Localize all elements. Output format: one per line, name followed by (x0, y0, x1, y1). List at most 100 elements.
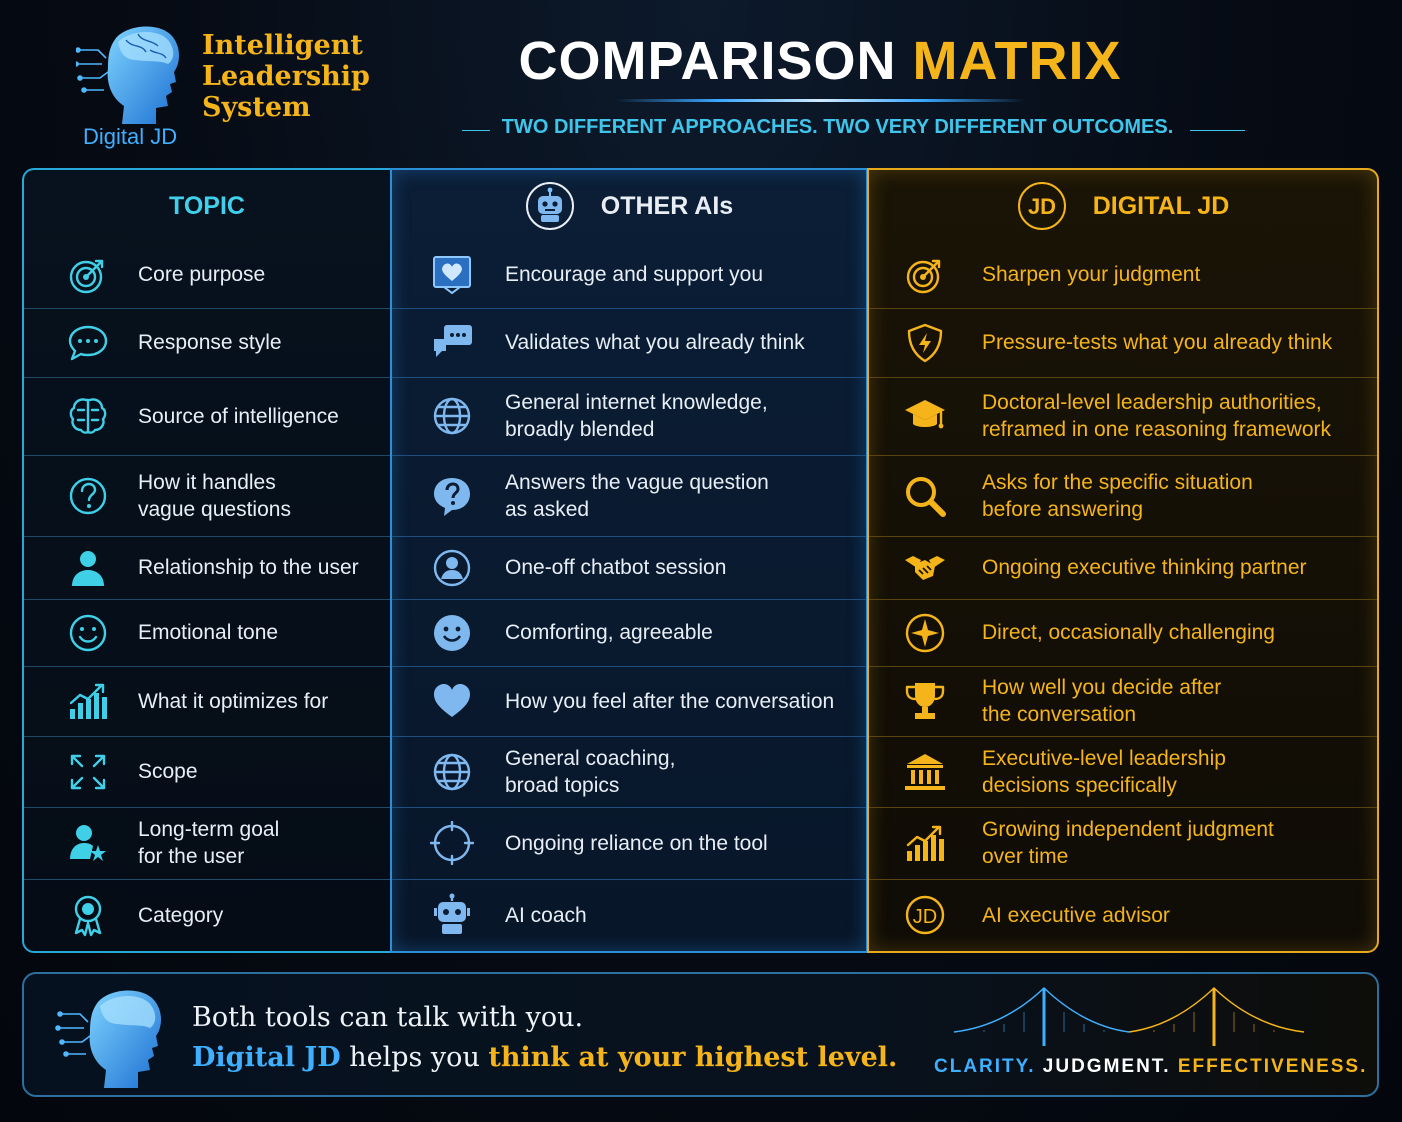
topic-cell-line: vague questions (138, 497, 291, 521)
other-ais-cell-line: General coaching, (505, 746, 676, 770)
row-divider (24, 736, 390, 737)
other-ais-cell-text: Comforting, agreeable (505, 619, 713, 646)
digital-jd-cell: Growing independent judgment over time (869, 807, 1377, 879)
other-ais-cell-text: How you feel after the conversation (505, 688, 834, 715)
other-ais-cell-text: Encourage and support you (505, 261, 763, 288)
digital-jd-cell: Asks for the specific situation before an… (869, 455, 1377, 536)
other-ais-cell-line: One-off chatbot session (505, 556, 727, 579)
motto-effectiveness: EFFECTIVENESS. (1177, 1056, 1368, 1077)
row-divider (392, 308, 866, 309)
row-divider (869, 736, 1377, 737)
topic-cell-text: Core purpose (138, 261, 265, 288)
digital-jd-cell-line: Executive-level leadership (982, 746, 1226, 770)
topic-cell-text: Scope (138, 758, 198, 785)
digital-jd-cell-line: before answering (982, 497, 1144, 521)
expand-arrows-icon (70, 754, 106, 789)
digital-jd-cell-line: Asks for the specific situation (982, 470, 1253, 494)
topic-cell-text: What it optimizes for (138, 688, 328, 715)
row-divider (392, 455, 866, 456)
header-other-ais-label: OTHER AIs (600, 191, 734, 220)
question-icon (69, 477, 107, 514)
row-divider (24, 308, 390, 309)
other-ais-cell-line: How you feel after the conversation (505, 689, 835, 713)
header-digital-jd-label: DIGITAL JD (1092, 191, 1230, 220)
user-circle-icon (433, 549, 471, 586)
header-other-ais: OTHER AIs (392, 172, 866, 240)
footer-line-2: Digital JD helps you think at your highe… (192, 1042, 897, 1073)
digital-jd-cell-text: Asks for the specific situation before an… (982, 469, 1253, 523)
row-divider (24, 536, 390, 537)
digital-jd-cell: Sharpen your judgment (869, 241, 1377, 308)
digital-jd-cell-text: Pressure-tests what you already think (982, 329, 1332, 356)
heart-icon (434, 684, 470, 717)
other-ais-cell-text: AI coach (505, 902, 587, 929)
magnifier-icon (906, 476, 946, 517)
subtitle-rule-left (462, 130, 490, 131)
topic-cell-line: Category (138, 903, 224, 927)
digital-jd-cell-line: How well you decide after (982, 676, 1222, 699)
motto-judgment: JUDGMENT. (1042, 1056, 1171, 1077)
other-ais-cell: One-off chatbot session (392, 536, 866, 599)
other-ais-cell: General coaching, broad topics (392, 736, 866, 807)
brand-logo: Intelligent Leadership System Digital JD (70, 20, 370, 155)
topic-cell-line: Source of intelligence (138, 404, 339, 428)
smile-face-icon (434, 614, 470, 651)
page-title: COMPARISON MATRIX (430, 30, 1210, 92)
topic-cell: Emotional tone (24, 599, 390, 666)
other-ais-cell-line: broad topics (505, 773, 620, 797)
digital-jd-cell: Doctoral-level leadership authorities, re… (869, 377, 1377, 455)
digital-jd-cell-line: the conversation (982, 703, 1137, 726)
digital-jd-cell-text: Sharpen your judgment (982, 261, 1200, 288)
other-ais-cell-text: One-off chatbot session (505, 554, 726, 581)
digital-jd-cell-line: Direct, occasionally challenging (982, 621, 1275, 644)
header-topic: TOPIC (169, 191, 245, 220)
topic-cell: What it optimizes for (24, 666, 390, 736)
other-ais-cell-line: Comforting, agreeable (505, 621, 713, 644)
row-divider (869, 455, 1377, 456)
jd-badge-icon: JD (905, 895, 945, 935)
globe-icon (433, 397, 471, 435)
row-divider (392, 536, 866, 537)
digital-jd-cell-text: Direct, occasionally challenging (982, 619, 1275, 646)
digital-jd-cell-line: decisions specifically (982, 773, 1177, 797)
brand-title-line-2: Leadership (202, 61, 370, 92)
title-underline-glow (615, 99, 1025, 102)
digital-head-icon (76, 26, 179, 124)
topic-cell-line: Relationship to the user (138, 556, 359, 579)
other-ais-cell-line: Validates what you already think (505, 331, 805, 354)
topic-cell-text: Category (138, 902, 223, 929)
digital-jd-cell-line: Pressure-tests what you already think (982, 331, 1333, 354)
topic-cell: Relationship to the user (24, 536, 390, 599)
question-bubble-icon (434, 477, 470, 516)
title-accent: MATRIX (912, 31, 1122, 91)
topic-cell-text: Emotional tone (138, 619, 278, 646)
topic-cell-line: Response style (138, 331, 282, 354)
topic-cell-text: How it handles vague questions (138, 469, 291, 523)
topic-cell-line: for the user (138, 845, 245, 868)
other-ais-cell: How you feel after the conversation (392, 666, 866, 736)
other-ais-cell-text: Answers the vague question as asked (505, 469, 769, 523)
row-divider (869, 599, 1377, 600)
growth-chart-icon (69, 683, 107, 719)
digital-jd-cell: JD AI executive advisor (869, 879, 1377, 951)
other-ais-cell: Validates what you already think (392, 308, 866, 377)
other-ais-cell: Encourage and support you (392, 241, 866, 308)
row-divider (392, 879, 866, 880)
topic-cell-line: Long-term goal (138, 818, 280, 841)
digital-jd-cell-line: reframed in one reasoning framework (982, 418, 1332, 441)
row-divider (24, 599, 390, 600)
topic-cell-text: Response style (138, 329, 282, 356)
other-ais-cell: AI coach (392, 879, 866, 951)
other-ais-cell-line: General internet knowledge, (505, 391, 768, 414)
row-divider (24, 879, 390, 880)
subtitle-rule-right (1190, 130, 1245, 131)
footer-line-1: Both tools can talk with you. (192, 1002, 584, 1033)
other-ais-cell-text: General internet knowledge, broadly blend… (505, 389, 768, 443)
digital-jd-cell-line: Doctoral-level leadership authorities, (982, 391, 1322, 414)
digital-jd-cell: Direct, occasionally challenging (869, 599, 1377, 666)
heart-message-icon (433, 255, 471, 294)
topic-cell: Response style (24, 308, 390, 377)
topic-cell-text: Relationship to the user (138, 554, 359, 581)
row-divider (869, 536, 1377, 537)
digital-jd-cell: Ongoing executive thinking partner (869, 536, 1377, 599)
